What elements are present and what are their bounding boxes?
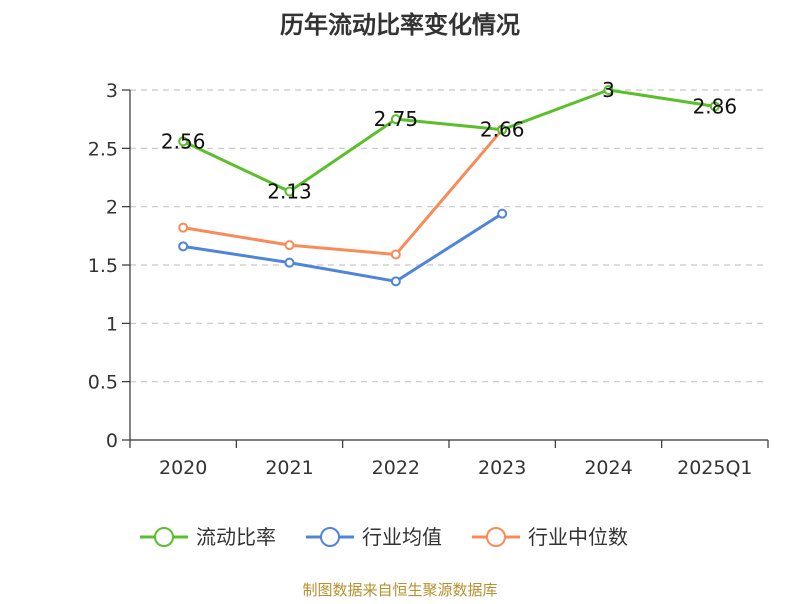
y-tick-label: 1.5	[88, 255, 118, 277]
data-label: 2.66	[480, 118, 525, 142]
data-point	[497, 124, 508, 135]
data-point	[178, 222, 189, 233]
data-point	[709, 101, 720, 112]
legend-marker	[320, 527, 340, 547]
y-tick-label: 2.5	[88, 138, 118, 160]
x-tick-label: 2025Q1	[677, 457, 752, 479]
data-point	[178, 241, 189, 252]
data-label: 2.75	[374, 107, 419, 131]
x-tick-label: 2020	[159, 457, 207, 479]
x-tick-label: 2023	[478, 457, 526, 479]
legend-marker	[486, 527, 506, 547]
grid-lines	[130, 89, 768, 383]
data-point	[390, 114, 401, 125]
legend-item: 流动比率	[140, 525, 276, 549]
series-group	[178, 85, 720, 287]
legend-label: 流动比率	[196, 525, 276, 549]
legend-label: 行业中位数	[528, 525, 628, 549]
data-point	[178, 136, 189, 147]
y-tick-label: 0.5	[88, 372, 118, 394]
data-label: 3	[602, 78, 615, 102]
data-label: 2.13	[267, 180, 312, 204]
y-tick-label: 1	[106, 313, 118, 335]
data-point	[603, 85, 614, 95]
data-point	[284, 186, 295, 197]
data-point	[284, 257, 295, 268]
x-tick-label: 2021	[265, 457, 313, 479]
data-point	[390, 249, 401, 260]
series-line	[182, 128, 504, 256]
x-tick-label: 2024	[584, 457, 632, 479]
legend: 流动比率 行业均值 行业中位数	[140, 525, 628, 549]
data-point	[497, 208, 508, 219]
data-point	[390, 276, 401, 287]
y-tick-label: 2	[106, 197, 118, 219]
data-label: 2.86	[693, 94, 738, 118]
chart-title: 历年流动比率变化情况	[280, 11, 520, 39]
legend-marker	[154, 527, 174, 547]
source-note: 制图数据来自恒生聚源数据库	[302, 581, 497, 599]
series-line	[182, 212, 503, 283]
legend-item: 行业均值	[306, 525, 442, 549]
y-tick-label: 3	[106, 80, 118, 102]
data-labels: 2.56 2.13 2.75 2.66 3 2.86	[161, 78, 737, 204]
data-label: 2.56	[161, 129, 206, 153]
y-tick-label: 0	[106, 430, 118, 452]
data-point	[284, 240, 295, 251]
series-line	[182, 88, 716, 193]
axes: 0 0.5 1 1.5 2 2.5 3 2020 2021 2022 2023 2024 2025Q1	[88, 80, 769, 479]
x-tick-label: 2022	[372, 457, 420, 479]
legend-label: 行业均值	[362, 525, 442, 549]
legend-item: 行业中位数	[472, 525, 628, 549]
